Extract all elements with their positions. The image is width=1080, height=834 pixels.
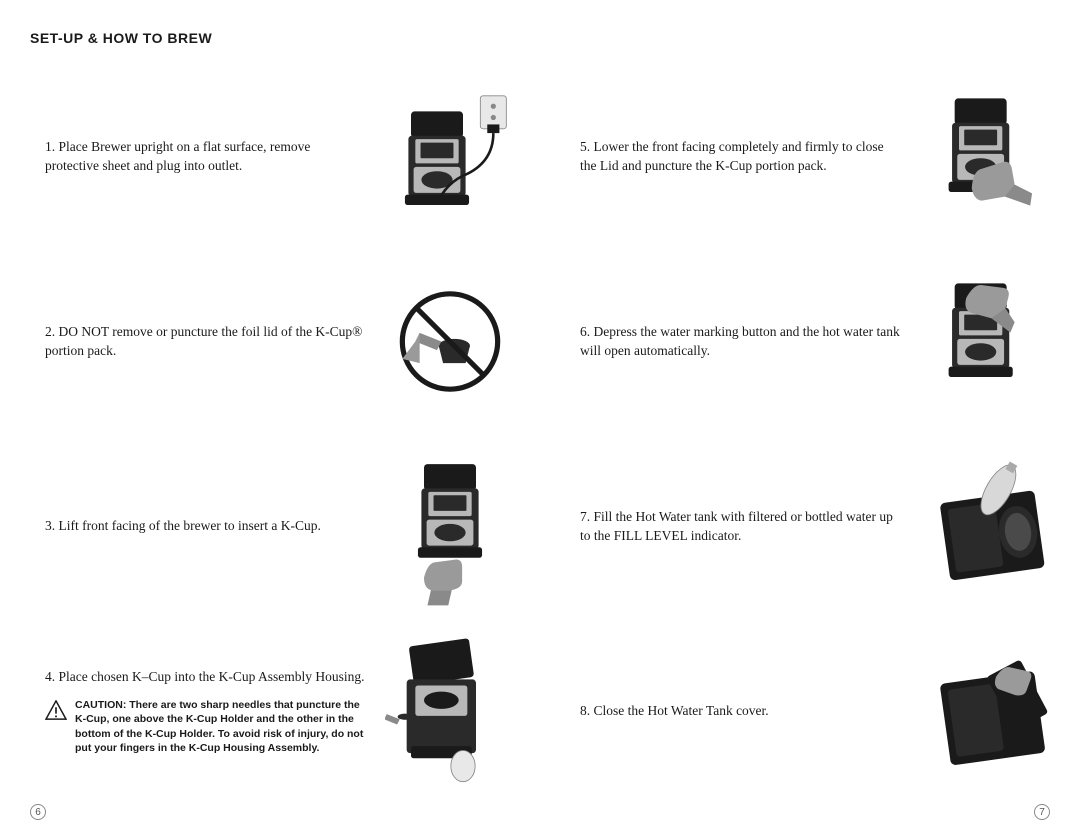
- step-6-image: [920, 259, 1050, 424]
- step-4-num: 4.: [45, 669, 55, 684]
- fill-water-icon: [920, 444, 1050, 609]
- step-3-image: [385, 444, 515, 609]
- step-7-num: 7.: [580, 509, 590, 524]
- step-8: 8. Close the Hot Water Tank cover.: [565, 619, 1050, 804]
- step-4-body: Place chosen K–Cup into the K-Cup Assemb…: [59, 669, 365, 684]
- close-tank-icon: [920, 629, 1050, 794]
- step-7: 7. Fill the Hot Water tank with filtered…: [565, 434, 1050, 619]
- step-4-text: 4. Place chosen K–Cup into the K-Cup Ass…: [30, 668, 367, 755]
- step-2-body: DO NOT remove or puncture the foil lid o…: [45, 324, 362, 357]
- step-5-body: Lower the front facing completely and fi…: [580, 139, 884, 172]
- step-8-num: 8.: [580, 703, 590, 718]
- place-kcup-icon: [385, 629, 515, 794]
- depress-button-icon: [920, 259, 1050, 424]
- page-number-right: 7: [1034, 804, 1050, 820]
- brewer-plug-icon: [385, 74, 515, 239]
- caution-text: CAUTION: There are two sharp needles tha…: [75, 698, 367, 755]
- step-6-text: 6. Depress the water marking button and …: [565, 323, 902, 359]
- step-7-text: 7. Fill the Hot Water tank with filtered…: [565, 508, 902, 544]
- step-1-body: Place Brewer upright on a flat surface, …: [45, 139, 310, 172]
- step-6-body: Depress the water marking button and the…: [580, 324, 900, 357]
- step-6-num: 6.: [580, 324, 590, 339]
- step-3-num: 3.: [45, 518, 55, 533]
- step-4: 4. Place chosen K–Cup into the K-Cup Ass…: [30, 619, 515, 804]
- step-8-body: Close the Hot Water Tank cover.: [594, 703, 769, 718]
- caution-block: CAUTION: There are two sharp needles tha…: [45, 698, 367, 755]
- step-8-text: 8. Close the Hot Water Tank cover.: [565, 702, 902, 720]
- step-5-image: [920, 74, 1050, 239]
- caution-icon: [45, 700, 67, 720]
- step-1: 1. Place Brewer upright on a flat surfac…: [30, 64, 515, 249]
- step-1-image: [385, 74, 515, 239]
- step-6: 6. Depress the water marking button and …: [565, 249, 1050, 434]
- step-5-text: 5. Lower the front facing completely and…: [565, 138, 902, 174]
- step-5: 5. Lower the front facing completely and…: [565, 64, 1050, 249]
- right-page: 5. Lower the front facing completely and…: [565, 64, 1050, 804]
- step-2-image: [385, 259, 515, 424]
- lift-front-icon: [385, 444, 515, 609]
- page-spread: 1. Place Brewer upright on a flat surfac…: [30, 64, 1050, 804]
- step-7-body: Fill the Hot Water tank with filtered or…: [580, 509, 893, 542]
- step-1-num: 1.: [45, 139, 55, 154]
- step-8-image: [920, 629, 1050, 794]
- step-4-image: [385, 629, 515, 794]
- step-2-num: 2.: [45, 324, 55, 339]
- step-3-body: Lift front facing of the brewer to inser…: [59, 518, 321, 533]
- step-7-image: [920, 444, 1050, 609]
- page-number-left: 6: [30, 804, 46, 820]
- close-lid-icon: [920, 74, 1050, 239]
- step-3-text: 3. Lift front facing of the brewer to in…: [30, 517, 367, 535]
- section-title: SET-UP & HOW TO BREW: [30, 30, 1050, 46]
- step-3: 3. Lift front facing of the brewer to in…: [30, 434, 515, 619]
- step-5-num: 5.: [580, 139, 590, 154]
- step-2: 2. DO NOT remove or puncture the foil li…: [30, 249, 515, 434]
- step-1-text: 1. Place Brewer upright on a flat surfac…: [30, 138, 367, 174]
- step-2-text: 2. DO NOT remove or puncture the foil li…: [30, 323, 367, 359]
- no-puncture-icon: [385, 259, 515, 424]
- left-page: 1. Place Brewer upright on a flat surfac…: [30, 64, 515, 804]
